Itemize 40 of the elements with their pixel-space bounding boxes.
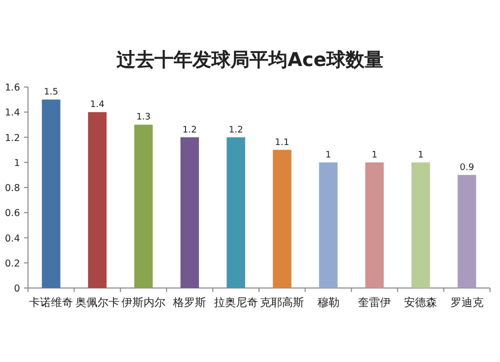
bar: [42, 100, 60, 288]
x-tick-label: 穆勒: [317, 296, 340, 309]
bar: [458, 174, 476, 288]
y-tick-label: 0.4: [4, 233, 20, 244]
bar: [134, 124, 153, 288]
x-tick-label: 格罗斯: [172, 296, 206, 309]
data-label: 0.9: [460, 162, 474, 173]
y-tick-label: 0: [14, 284, 20, 294]
chart-title: 过去十年发球局平均Ace球数量: [116, 49, 384, 71]
data-label: 1.2: [228, 125, 244, 136]
data-label: 1: [325, 150, 332, 160]
x-tick-label: 安德森: [404, 296, 438, 309]
data-label: 1.4: [90, 100, 105, 110]
x-tick-label: 奎雷伊: [358, 296, 391, 309]
data-label: 1: [418, 150, 424, 160]
data-label: 1: [372, 150, 378, 160]
y-tick-label: 1: [14, 158, 20, 169]
bar: [226, 137, 246, 288]
bar: [365, 162, 384, 288]
y-tick-label: 0.8: [4, 183, 20, 194]
x-tick-label: 拉奥尼奇: [214, 296, 258, 309]
y-tick-label: 0.6: [4, 208, 20, 220]
y-tick-label: 1.6: [4, 82, 20, 94]
data-label: 1.5: [44, 88, 58, 98]
bar: [88, 112, 107, 288]
data-label: 1.3: [136, 112, 151, 123]
y-tick-label: 0.2: [4, 258, 20, 270]
data-label: 1.2: [182, 125, 197, 136]
x-tick-label: 罗迪克: [450, 296, 484, 309]
bar: [319, 162, 338, 288]
bar: [411, 162, 430, 288]
y-tick-label: 1.4: [4, 108, 20, 119]
x-tick-label: 卡诺维奇: [29, 296, 74, 309]
x-tick-label: 伊斯内尔: [122, 296, 166, 309]
y-tick-label: 1.2: [4, 132, 20, 144]
bar: [180, 137, 199, 288]
bar: [272, 150, 292, 288]
data-label: 1.1: [274, 138, 290, 148]
x-tick-label: 克耶高斯: [260, 296, 304, 309]
x-tick-label: 奥佩尔卡: [75, 296, 120, 309]
